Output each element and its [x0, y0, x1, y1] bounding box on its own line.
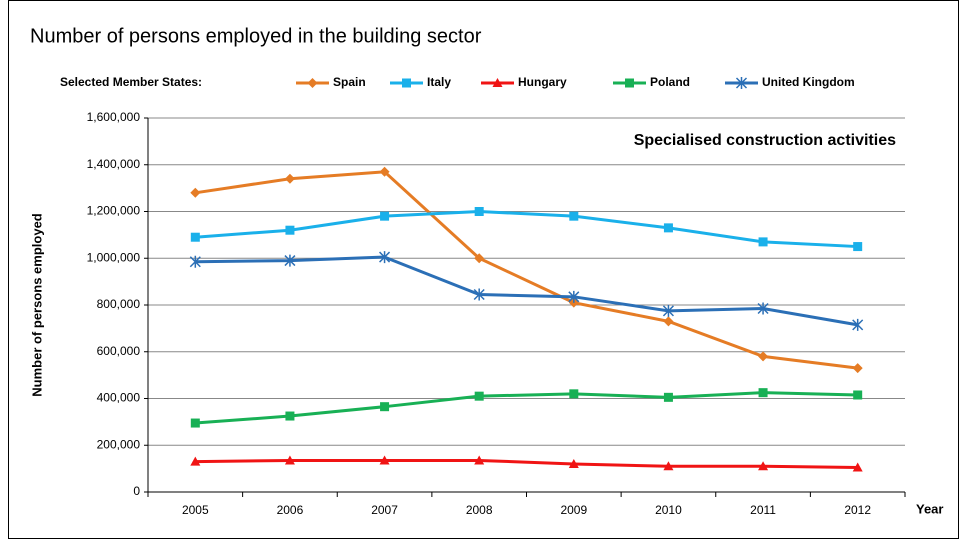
line [195, 209, 858, 249]
y-tick-label: 800,000 [97, 297, 141, 311]
marker [492, 78, 503, 87]
y-tick-label: 400,000 [97, 391, 141, 405]
marker [569, 211, 579, 221]
marker [852, 462, 863, 472]
y-tick-label: 200,000 [97, 437, 141, 451]
marker [852, 318, 864, 331]
legend-label: Poland [650, 75, 690, 89]
marker [379, 166, 390, 177]
marker [569, 389, 579, 399]
marker [853, 242, 863, 252]
legend-title: Selected Member States: [60, 75, 202, 89]
marker [190, 187, 201, 198]
marker [758, 237, 768, 247]
marker [474, 207, 484, 216]
y-tick-label: 1,200,000 [87, 204, 141, 218]
x-tick-label: 2012 [844, 503, 871, 517]
chart-title: Number of persons employed in the buildi… [30, 25, 482, 47]
x-tick-label: 2006 [277, 503, 304, 517]
y-axis-label: Number of persons employed [29, 213, 44, 397]
x-tick-label: 2005 [182, 503, 209, 517]
frame [8, 0, 959, 539]
legend-label: Italy [427, 75, 451, 89]
y-tick-label: 600,000 [97, 344, 141, 358]
marker [758, 461, 769, 471]
marker [190, 418, 200, 428]
x-tick-label: 2010 [655, 503, 682, 517]
marker [757, 302, 769, 315]
marker [625, 78, 634, 88]
marker [663, 316, 674, 327]
marker [853, 390, 863, 400]
marker [474, 455, 485, 465]
marker [662, 304, 674, 317]
marker [380, 402, 390, 412]
x-tick-label: 2008 [466, 503, 493, 517]
marker [474, 391, 484, 401]
marker [663, 223, 673, 233]
legend-label: Hungary [518, 75, 567, 89]
y-tick-label: 0 [133, 484, 140, 498]
x-tick-label: 2011 [750, 503, 776, 517]
marker [380, 211, 390, 221]
y-tick-label: 1,000,000 [87, 250, 141, 264]
marker [189, 255, 201, 268]
marker [284, 254, 296, 267]
line [195, 391, 858, 425]
marker [568, 290, 580, 303]
marker [379, 455, 390, 465]
line [195, 170, 858, 370]
x-tick-label: 2007 [371, 503, 398, 517]
marker [568, 458, 579, 468]
annotation: Specialised construction activities [634, 132, 896, 149]
marker [474, 253, 485, 264]
marker [285, 411, 295, 421]
marker [402, 78, 411, 88]
line [195, 458, 858, 469]
x-tick-label: 2009 [560, 503, 587, 517]
y-tick-label: 1,600,000 [87, 110, 141, 124]
marker [307, 78, 318, 88]
marker [758, 351, 769, 362]
marker [852, 363, 863, 374]
y-tick-label: 1,400,000 [87, 157, 141, 171]
marker [284, 173, 295, 184]
marker [473, 288, 485, 301]
line [195, 255, 858, 327]
marker [735, 77, 748, 89]
legend-label: Spain [333, 75, 366, 89]
legend-label: United Kingdom [762, 75, 855, 89]
marker [663, 392, 673, 402]
marker [379, 251, 391, 264]
marker [284, 455, 295, 465]
marker [190, 232, 200, 242]
marker [758, 388, 768, 398]
x-axis-label: Year [916, 501, 943, 516]
marker [190, 456, 201, 466]
marker [285, 225, 295, 235]
marker [663, 461, 674, 471]
